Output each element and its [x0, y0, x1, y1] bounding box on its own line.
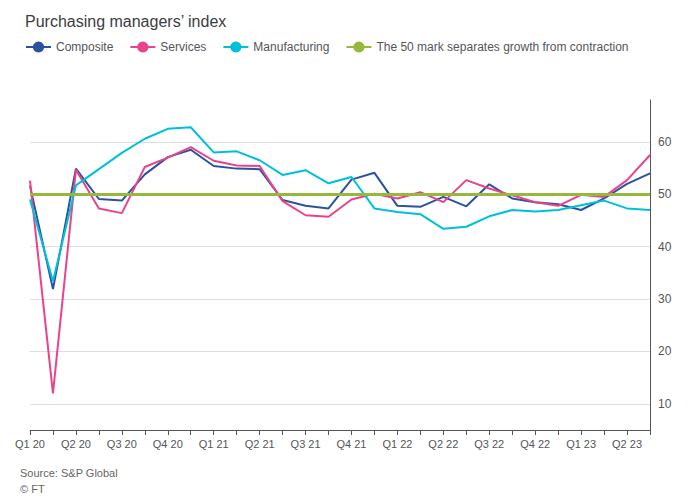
svg-text:Q1 23: Q1 23: [566, 438, 596, 450]
svg-text:Q3 21: Q3 21: [291, 438, 321, 450]
svg-text:30: 30: [658, 292, 672, 306]
svg-text:© FT: © FT: [20, 483, 45, 495]
svg-text:Purchasing managers’ index: Purchasing managers’ index: [25, 13, 226, 30]
svg-text:Q2 22: Q2 22: [428, 438, 458, 450]
svg-text:Q4 21: Q4 21: [336, 438, 366, 450]
svg-text:Composite: Composite: [56, 40, 114, 54]
svg-text:40: 40: [658, 240, 672, 254]
svg-text:Q3 22: Q3 22: [474, 438, 504, 450]
svg-text:Q3 20: Q3 20: [107, 438, 137, 450]
svg-text:Q1 21: Q1 21: [199, 438, 229, 450]
svg-text:10: 10: [658, 397, 672, 411]
svg-text:Q2 20: Q2 20: [61, 438, 91, 450]
svg-text:Source: S&P Global: Source: S&P Global: [20, 467, 118, 479]
svg-text:Manufacturing: Manufacturing: [253, 40, 329, 54]
svg-text:The 50 mark separates growth f: The 50 mark separates growth from contra…: [376, 40, 628, 54]
svg-text:Q1 20: Q1 20: [15, 438, 45, 450]
svg-text:50: 50: [658, 187, 672, 201]
svg-text:Q2 23: Q2 23: [612, 438, 642, 450]
svg-text:Q4 20: Q4 20: [153, 438, 183, 450]
svg-text:Q2 21: Q2 21: [245, 438, 275, 450]
svg-text:60: 60: [658, 135, 672, 149]
svg-text:Q1 22: Q1 22: [382, 438, 412, 450]
svg-text:Services: Services: [160, 40, 206, 54]
svg-text:20: 20: [658, 344, 672, 358]
svg-text:Q4 22: Q4 22: [520, 438, 550, 450]
